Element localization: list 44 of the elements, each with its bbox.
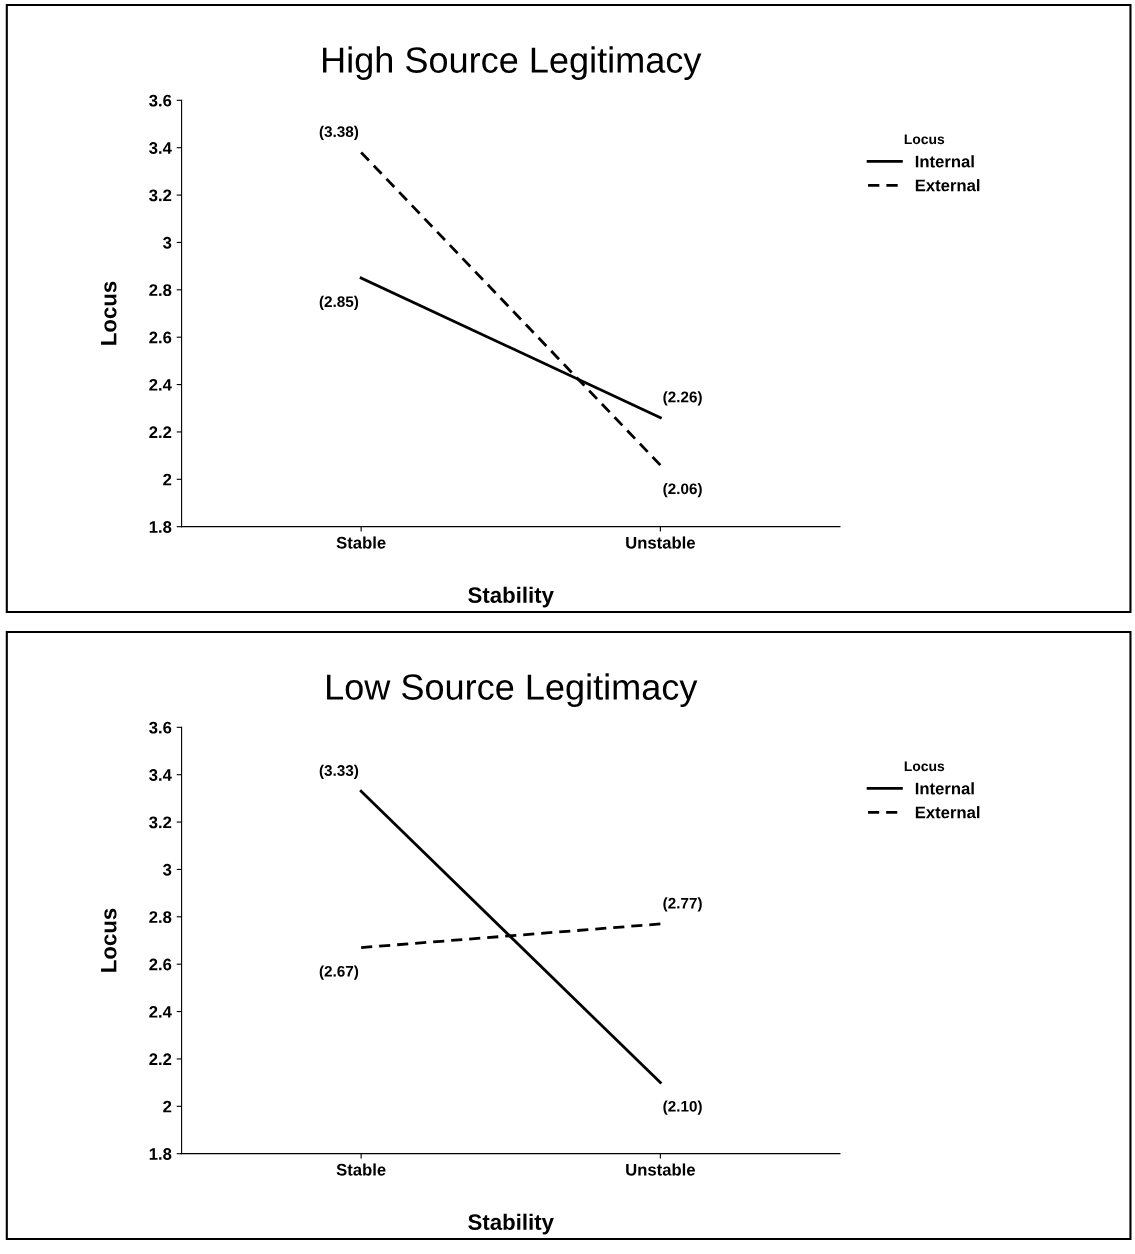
y-tick-label: 2.6 <box>149 331 172 344</box>
x-tick-label: Unstable <box>626 536 695 549</box>
legend-title: Locus <box>904 134 945 145</box>
data-label: (2.26) <box>663 391 702 406</box>
legend-label: Internal <box>915 155 974 168</box>
y-tick-label: 2.6 <box>149 958 172 971</box>
chart-title: Low Source Legitimacy <box>327 673 698 708</box>
data-label: (2.67) <box>319 965 359 980</box>
y-axis-title: Locus <box>101 281 117 345</box>
y-tick-label: 1.8 <box>149 1148 172 1160</box>
y-tick-label: 3.2 <box>149 816 172 829</box>
y-tick-label: 3.4 <box>149 769 172 781</box>
y-tick-label: 2.4 <box>149 1005 172 1018</box>
y-tick-label: 3.6 <box>149 721 172 734</box>
legend-label: External <box>915 179 980 192</box>
x-tick-label: Stable <box>336 1163 386 1176</box>
y-tick-label: 3.4 <box>149 142 172 154</box>
data-label: (2.10) <box>663 1100 702 1115</box>
legend-label: Internal <box>915 782 974 795</box>
data-label: (2.06) <box>663 482 702 498</box>
y-tick-label: 2 <box>163 473 172 486</box>
y-tick-label: 2 <box>163 1100 172 1113</box>
legend-label: External <box>915 806 980 819</box>
y-tick-label: 3.2 <box>149 189 172 202</box>
y-tick-label: 2.8 <box>149 284 172 297</box>
y-tick-label: 2.8 <box>149 911 172 924</box>
x-tick-label: Stable <box>336 536 386 549</box>
x-axis-title: Stability <box>468 1213 554 1235</box>
legend-title: Locus <box>904 761 945 772</box>
y-tick-label: 2.2 <box>149 1053 172 1065</box>
y-axis-title: Locus <box>101 908 117 972</box>
x-tick-label: Unstable <box>626 1163 695 1176</box>
y-tick-label: 3.6 <box>149 94 172 107</box>
y-tick-label: 1.8 <box>149 521 172 533</box>
y-tick-label: 2.4 <box>149 378 172 391</box>
chart-title: High Source Legitimacy <box>323 46 702 81</box>
data-label: (2.85) <box>319 295 359 311</box>
y-tick-label: 2.2 <box>149 426 172 438</box>
data-label: (3.33) <box>319 764 359 779</box>
y-tick-label: 3 <box>162 236 172 249</box>
x-axis-title: Stability <box>468 586 554 608</box>
data-label: (3.38) <box>319 125 359 141</box>
y-tick-label: 3 <box>162 863 172 876</box>
data-label: (2.77) <box>663 897 702 912</box>
